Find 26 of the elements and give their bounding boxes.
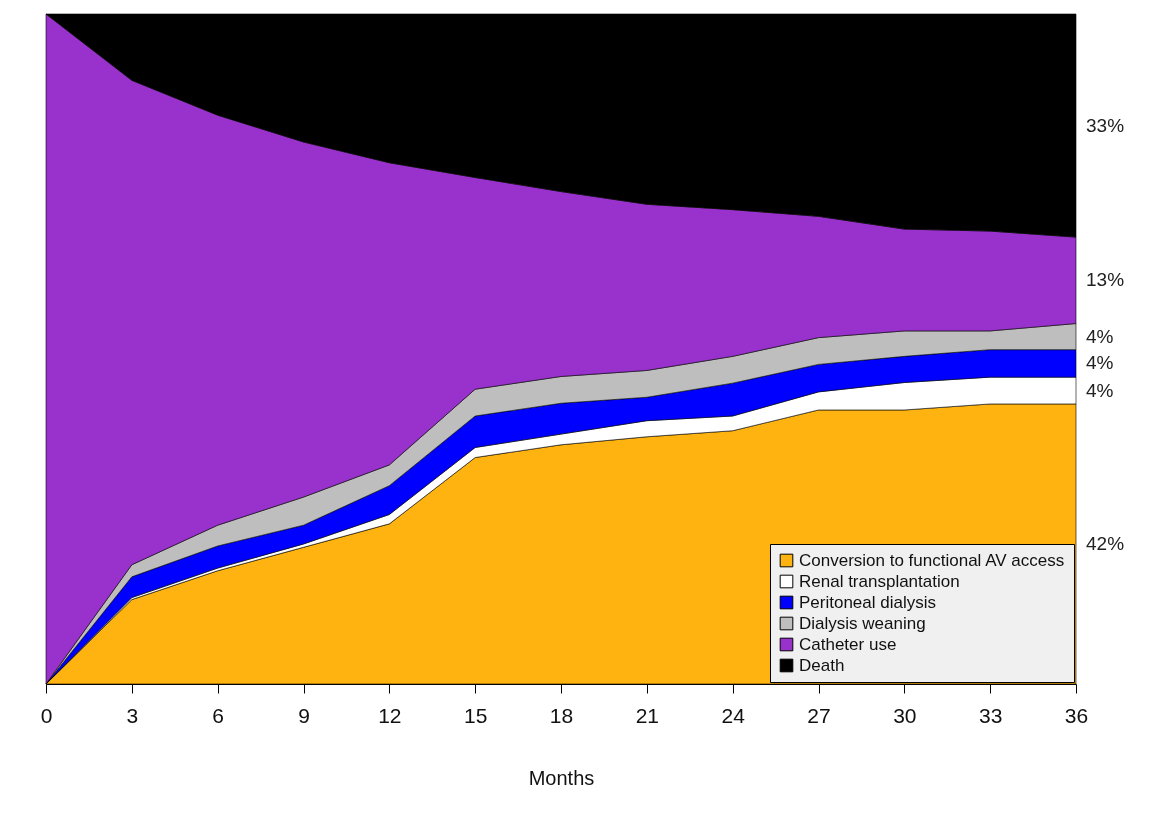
x-tick-label: 9 [298, 703, 310, 727]
legend-label: Renal transplantation [799, 571, 960, 591]
x-tick-label: 3 [126, 703, 139, 727]
text: 4% [1086, 352, 1114, 374]
x-tick-label: 18 [549, 703, 574, 727]
x-tick-label: 0 [40, 703, 53, 727]
legend-label: Peritoneal dialysis [799, 592, 937, 612]
legend-label: Catheter use [799, 634, 897, 654]
text: 42% [1086, 532, 1125, 554]
text: 4% [1086, 379, 1114, 401]
text: 13% [1086, 269, 1125, 291]
x-tick-label: 30 [893, 703, 917, 727]
x-tick-label: 36 [1064, 703, 1089, 727]
x-tick-label: 15 [463, 703, 488, 727]
x-tick-label: 27 [807, 703, 831, 727]
text: 33% [1086, 114, 1125, 136]
x-axis-title: Months [528, 766, 595, 789]
legend-label: Death [799, 655, 845, 675]
x-tick-label: 21 [635, 703, 660, 727]
x-tick-label: 33 [978, 703, 1003, 727]
x-tick-label: 24 [721, 703, 746, 727]
text: 4% [1086, 325, 1114, 347]
x-tick-label: 12 [378, 703, 402, 727]
legend-label: Dialysis weaning [799, 613, 926, 633]
legend-label: Conversion to functional AV access [799, 550, 1065, 570]
x-tick-label: 6 [212, 703, 225, 727]
